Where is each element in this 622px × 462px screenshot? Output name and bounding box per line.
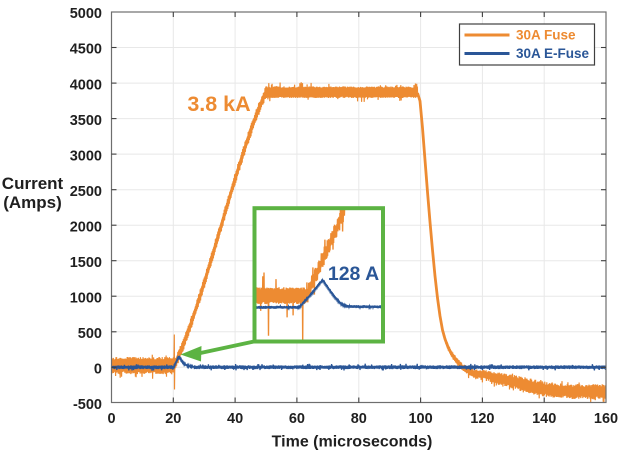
svg-text:3000: 3000 xyxy=(70,148,102,164)
svg-text:120: 120 xyxy=(470,411,494,427)
svg-text:30A Fuse: 30A Fuse xyxy=(516,28,576,43)
svg-text:3500: 3500 xyxy=(70,113,102,129)
svg-text:4000: 4000 xyxy=(70,77,102,93)
svg-text:2000: 2000 xyxy=(70,219,102,235)
svg-text:5000: 5000 xyxy=(70,6,102,22)
svg-text:2500: 2500 xyxy=(70,184,102,200)
svg-text:Current: Current xyxy=(2,174,64,193)
svg-text:60: 60 xyxy=(289,411,305,427)
svg-text:80: 80 xyxy=(351,411,367,427)
svg-text:20: 20 xyxy=(165,411,181,427)
svg-text:100: 100 xyxy=(408,411,432,427)
svg-text:4500: 4500 xyxy=(70,42,102,58)
svg-text:3.8 kA: 3.8 kA xyxy=(187,92,250,116)
svg-text:128 A: 128 A xyxy=(328,263,379,285)
svg-text:0: 0 xyxy=(107,411,115,427)
svg-text:1500: 1500 xyxy=(70,255,102,271)
svg-text:40: 40 xyxy=(227,411,243,427)
svg-text:500: 500 xyxy=(78,326,102,342)
svg-text:30A E-Fuse: 30A E-Fuse xyxy=(516,46,590,61)
svg-text:(Amps): (Amps) xyxy=(3,193,62,212)
svg-text:Time (microseconds): Time (microseconds) xyxy=(272,434,433,451)
svg-text:1000: 1000 xyxy=(70,290,102,306)
svg-text:-500: -500 xyxy=(73,397,102,413)
svg-text:140: 140 xyxy=(532,411,556,427)
svg-text:160: 160 xyxy=(594,411,618,427)
svg-text:0: 0 xyxy=(94,362,102,378)
